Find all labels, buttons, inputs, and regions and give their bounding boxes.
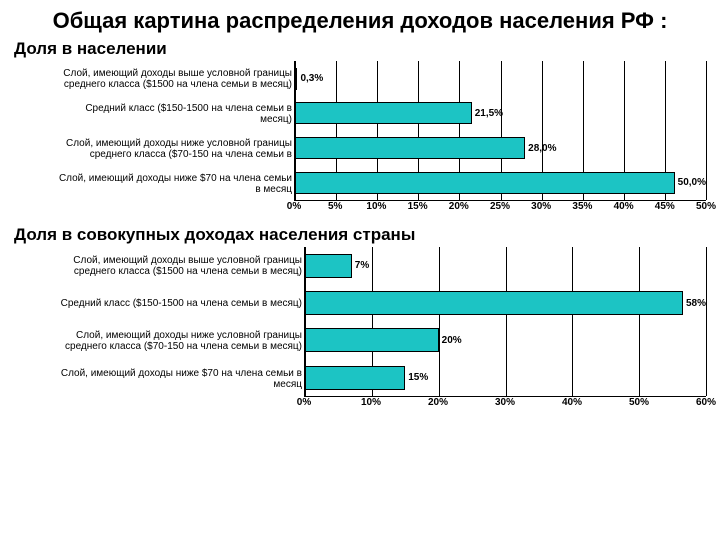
x-axis: 0%5%10%15%20%25%30%35%40%45%50%	[294, 201, 706, 215]
x-tick: 40%	[614, 201, 634, 212]
bar-row: 7%	[305, 254, 706, 278]
gridline	[706, 247, 707, 396]
category-label: Слой, имеющий доходы выше условной грани…	[14, 247, 304, 285]
bar	[305, 366, 405, 390]
category-label: Средний класс ($150-1500 на члена семьи …	[14, 96, 294, 131]
bar	[295, 68, 297, 90]
x-tick: 60%	[696, 397, 716, 408]
x-tick: 30%	[495, 397, 515, 408]
bar-value-label: 20%	[442, 335, 462, 346]
x-tick: 45%	[655, 201, 675, 212]
bar	[295, 137, 525, 159]
chart2-title: Доля в совокупных доходах населения стра…	[14, 225, 706, 245]
x-tick: 50%	[629, 397, 649, 408]
page-title: Общая картина распределения доходов насе…	[14, 8, 706, 33]
x-tick: 10%	[361, 397, 381, 408]
bar-value-label: 58%	[686, 298, 706, 309]
bar-value-label: 7%	[355, 260, 369, 271]
x-tick: 50%	[696, 201, 716, 212]
bar-value-label: 28,0%	[528, 143, 556, 154]
x-tick: 40%	[562, 397, 582, 408]
bar-value-label: 0,3%	[300, 73, 323, 84]
x-tick: 10%	[366, 201, 386, 212]
bar-row: 58%	[305, 291, 706, 315]
x-tick: 30%	[531, 201, 551, 212]
bar	[305, 254, 352, 278]
x-tick: 20%	[449, 201, 469, 212]
plot-area: 0,3% 21,5% 28,0% 50,0%	[294, 61, 706, 201]
plot-area: 7% 58% 20% 15%	[304, 247, 706, 397]
x-tick: 0%	[287, 201, 301, 212]
chart1: Слой, имеющий доходы выше условной грани…	[14, 61, 706, 215]
chart2: Слой, имеющий доходы выше условной грани…	[14, 247, 706, 411]
category-label: Слой, имеющий доходы ниже условной грани…	[14, 131, 294, 166]
bar	[295, 102, 472, 124]
x-tick: 35%	[572, 201, 592, 212]
bar-row: 50,0%	[295, 172, 706, 194]
bar	[305, 291, 683, 315]
bar-row: 21,5%	[295, 102, 706, 124]
x-tick: 25%	[490, 201, 510, 212]
bar	[305, 328, 439, 352]
bar-value-label: 21,5%	[475, 108, 503, 119]
x-tick: 15%	[408, 201, 428, 212]
category-label: Слой, имеющий доходы ниже $70 на члена с…	[14, 360, 304, 398]
category-label: Слой, имеющий доходы выше условной грани…	[14, 61, 294, 96]
x-tick: 0%	[297, 397, 311, 408]
x-axis: 0%10%20%30%40%50%60%	[304, 397, 706, 411]
x-tick: 5%	[328, 201, 342, 212]
bar-value-label: 50,0%	[678, 177, 706, 188]
category-label: Слой, имеющий доходы ниже $70 на члена с…	[14, 166, 294, 201]
bar-row: 0,3%	[295, 68, 706, 90]
chart1-title: Доля в населении	[14, 39, 706, 59]
bar	[295, 172, 675, 194]
bar-row: 15%	[305, 366, 706, 390]
x-tick: 20%	[428, 397, 448, 408]
bar-value-label: 15%	[408, 372, 428, 383]
category-label: Средний класс ($150-1500 на члена семьи …	[14, 285, 304, 323]
category-label: Слой, имеющий доходы ниже условной грани…	[14, 322, 304, 360]
bar-row: 28,0%	[295, 137, 706, 159]
bar-row: 20%	[305, 328, 706, 352]
gridline	[706, 61, 707, 200]
